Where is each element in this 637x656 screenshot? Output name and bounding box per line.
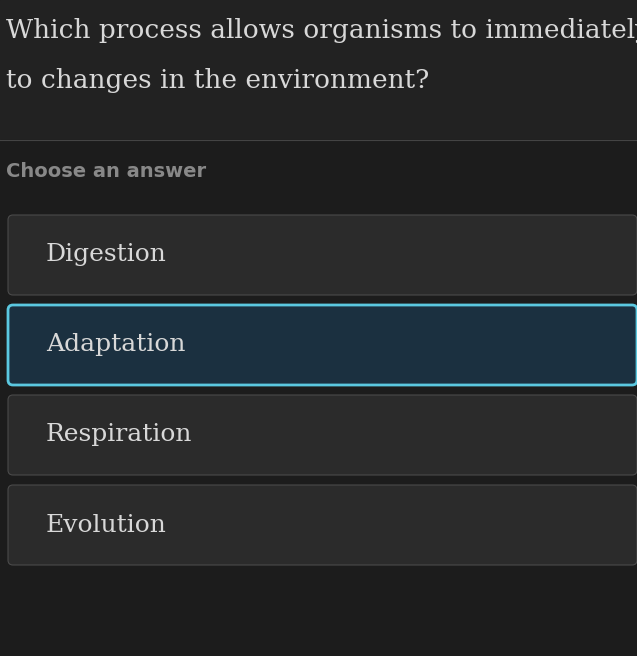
Text: Digestion: Digestion: [46, 243, 167, 266]
Text: to changes in the environment?: to changes in the environment?: [6, 68, 429, 93]
FancyBboxPatch shape: [8, 395, 637, 475]
Bar: [0, 0, 637, 140]
Text: Choose an answer: Choose an answer: [6, 162, 206, 181]
FancyBboxPatch shape: [8, 305, 637, 385]
Text: Adaptation: Adaptation: [46, 333, 185, 356]
Text: Respiration: Respiration: [46, 424, 192, 447]
FancyBboxPatch shape: [8, 215, 637, 295]
Text: Evolution: Evolution: [46, 514, 167, 537]
FancyBboxPatch shape: [8, 485, 637, 565]
Text: Which process allows organisms to immediately adjust: Which process allows organisms to immedi…: [6, 18, 637, 43]
Bar: [0, 140, 637, 656]
